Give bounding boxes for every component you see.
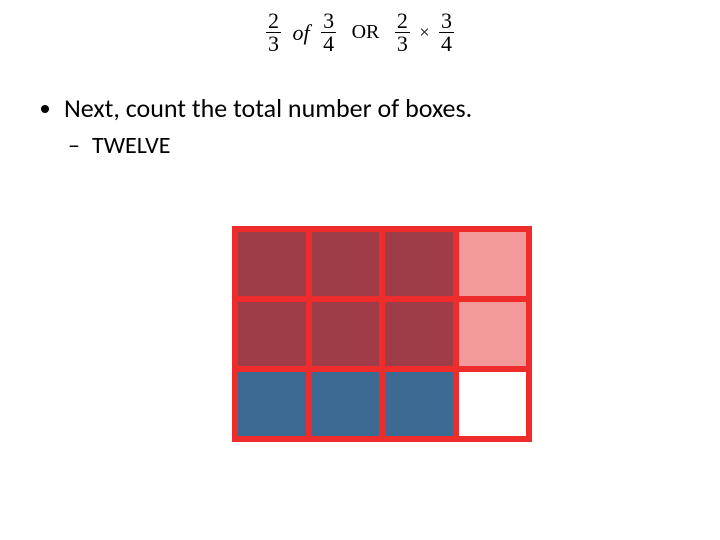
grid-cell: [385, 232, 453, 296]
frac2-den: 4: [321, 32, 336, 55]
bullet-block: Next, count the total number of boxes. T…: [40, 92, 472, 161]
equation-line: 2 3 of 3 4 OR 2 3 × 3 4: [0, 10, 720, 55]
grid-cell: [238, 372, 306, 436]
grid-cell: [385, 372, 453, 436]
grid-cell: [385, 302, 453, 366]
frac1-num: 2: [266, 10, 281, 32]
fraction-grid: [232, 226, 532, 442]
grid-cell: [312, 302, 380, 366]
fraction-1: 2 3: [266, 10, 281, 55]
frac1-den: 3: [266, 32, 281, 55]
frac2-num: 3: [321, 10, 336, 32]
grid-cell: [459, 232, 527, 296]
grid-cell: [238, 232, 306, 296]
frac4-num: 3: [439, 10, 454, 32]
grid-cell: [312, 232, 380, 296]
fraction-4: 3 4: [439, 10, 454, 55]
bullet-level2-text: TWELVE: [92, 131, 170, 160]
of-text: of: [292, 20, 309, 45]
bullet-level1-text: Next, count the total number of boxes.: [64, 92, 472, 124]
fraction-2: 3 4: [321, 10, 336, 55]
multiply-symbol: ×: [419, 22, 429, 42]
grid-cell: [238, 302, 306, 366]
fraction-3: 2 3: [395, 10, 410, 55]
grid-cell: [459, 372, 527, 436]
frac3-den: 3: [395, 32, 410, 55]
frac4-den: 4: [439, 32, 454, 55]
bullet-level2: TWELVE: [92, 130, 472, 161]
bullet-level1: Next, count the total number of boxes. T…: [64, 92, 472, 161]
grid-container: [232, 226, 532, 442]
grid-cell: [459, 302, 527, 366]
frac3-num: 2: [395, 10, 410, 32]
grid-cell: [312, 372, 380, 436]
or-text: OR: [352, 21, 380, 43]
